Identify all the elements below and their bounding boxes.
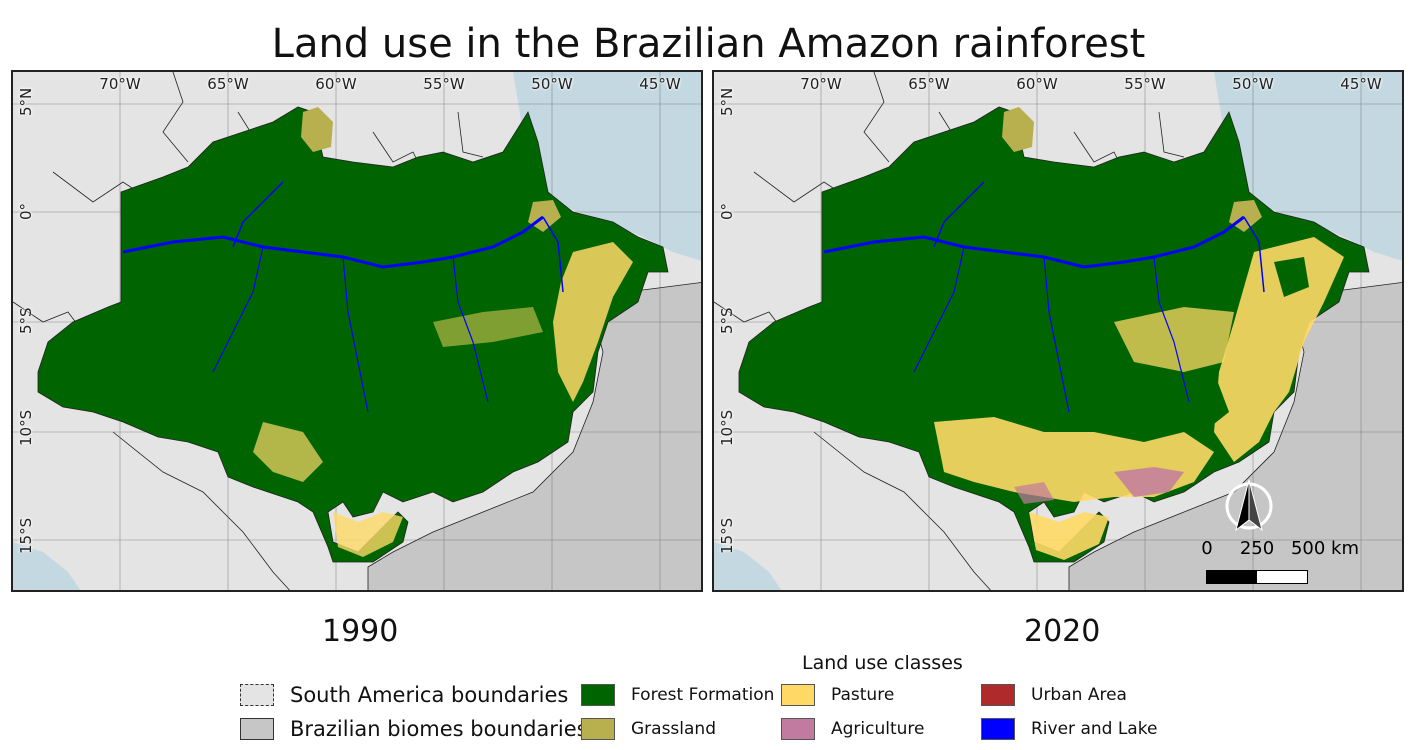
pasture-central [1114, 307, 1234, 372]
legend-label: Forest Formation [631, 685, 775, 705]
lat-label: 5°S [17, 307, 35, 334]
lon-label: 60°W [1016, 75, 1058, 93]
legend-item-forest: Forest Formation [581, 683, 774, 707]
year-label-left: 1990 [322, 614, 399, 649]
lat-label: 10°S [718, 409, 736, 446]
legend-item-water: River and Lake [981, 717, 1157, 741]
pasture-east [553, 242, 633, 402]
map-title: Land use in the Brazilian Amazon rainfor… [271, 21, 1146, 67]
scale-bar [1206, 570, 1308, 584]
grassland-amapa [528, 200, 561, 232]
lon-label: 50°W [1232, 75, 1274, 93]
lon-label: 45°W [1340, 75, 1382, 93]
scale-label: 0 [1201, 538, 1213, 559]
map-panel-1990: 70°W 65°W 60°W 55°W 50°W 45°W 5°N 0° 5°S… [11, 70, 703, 592]
legend-item-south-america: South America boundaries [240, 683, 568, 707]
map-canvas-1990 [13, 72, 701, 590]
pacific-ocean [13, 542, 81, 590]
legend-swatch [581, 718, 615, 740]
legend-swatch [240, 718, 274, 740]
north-arrow-icon [1225, 479, 1273, 532]
lon-label: 65°W [207, 75, 249, 93]
country-borders [13, 72, 484, 590]
other-biomes [1068, 282, 1402, 590]
legend-item-agriculture: Agriculture [781, 717, 925, 741]
map-canvas-2020 [714, 72, 1402, 590]
forest-remnant [1174, 372, 1229, 432]
grassland-amapa [1229, 200, 1262, 232]
lat-label: 15°S [718, 517, 736, 554]
legend-label: South America boundaries [290, 683, 569, 707]
legend-swatch [581, 684, 615, 706]
lat-label: 5°N [17, 87, 35, 116]
pasture-belt [433, 307, 543, 347]
grassland-roraima [1002, 107, 1034, 152]
lon-label: 70°W [99, 75, 141, 93]
grassland-roraima [301, 107, 333, 152]
agriculture-patch [1114, 467, 1184, 497]
legend-swatch [781, 718, 815, 740]
pasture-east [1214, 237, 1344, 462]
legend-label: Urban Area [1031, 685, 1127, 705]
lat-label: 10°S [17, 409, 35, 446]
year-label-right: 2020 [1024, 614, 1101, 649]
forest-remnant [1274, 257, 1309, 297]
lon-label: 60°W [315, 75, 357, 93]
legend-item-biomes: Brazilian biomes boundaries [240, 717, 588, 741]
legend-label: Brazilian biomes boundaries [290, 717, 588, 741]
lat-label: 0° [17, 202, 35, 220]
scale-label: 250 [1239, 538, 1275, 559]
scale-label: 500 km [1290, 538, 1360, 559]
legend-title: Land use classes [802, 652, 963, 674]
atlantic-ocean [1214, 72, 1402, 261]
legend-item-pasture: Pasture [781, 683, 894, 707]
legend-label: Grassland [631, 719, 716, 739]
legend-item-urban: Urban Area [981, 683, 1127, 707]
pasture-mato-grosso [1029, 512, 1109, 560]
lon-label: 65°W [908, 75, 950, 93]
lon-label: 50°W [531, 75, 573, 93]
pasture-south [253, 422, 323, 482]
lon-label: 45°W [639, 75, 681, 93]
legend-swatch [781, 684, 815, 706]
agriculture-patch [1014, 482, 1054, 504]
lat-label: 5°N [718, 87, 736, 116]
legend-swatch [981, 718, 1015, 740]
rivers [122, 181, 564, 413]
lon-label: 55°W [1124, 75, 1166, 93]
pacific-ocean [714, 542, 782, 590]
legend-label: Pasture [831, 685, 895, 705]
rivers [823, 181, 1265, 413]
other-biomes [367, 282, 701, 590]
lat-label: 5°S [718, 307, 736, 334]
lon-label: 55°W [423, 75, 465, 93]
lat-label: 0° [718, 202, 736, 220]
legend-label: Agriculture [831, 719, 925, 739]
legend-label: River and Lake [1031, 719, 1158, 739]
map-panel-2020: 70°W 65°W 60°W 55°W 50°W 45°W 5°N 0° 5°S… [712, 70, 1404, 592]
pasture-mato-grosso [333, 512, 403, 557]
lon-label: 70°W [800, 75, 842, 93]
legend-swatch [981, 684, 1015, 706]
atlantic-ocean [513, 72, 701, 261]
legend-item-grassland: Grassland [581, 717, 716, 741]
legend-swatch [240, 684, 274, 706]
lat-label: 15°S [17, 517, 35, 554]
